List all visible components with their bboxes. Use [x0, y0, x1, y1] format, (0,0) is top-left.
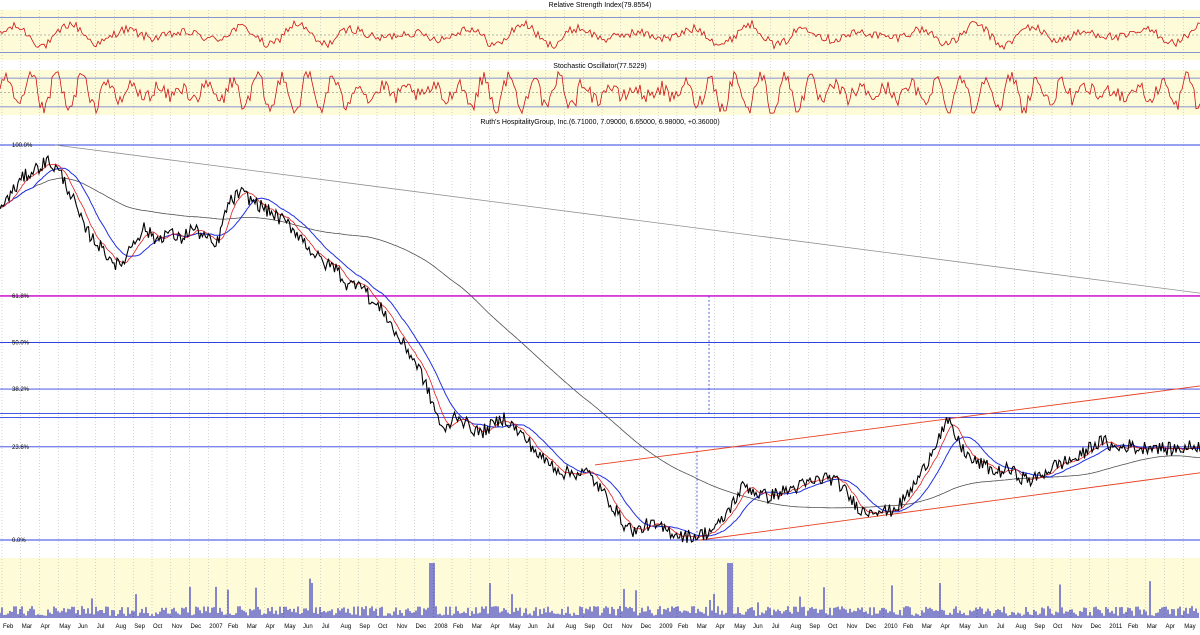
x-tick-label: Feb — [228, 624, 239, 630]
price-title: Ruth's HospitalityGroup, Inc.(6.71000, 7… — [480, 119, 719, 126]
fib-label: 50.0% — [12, 341, 30, 347]
x-tick-label: Feb — [1128, 624, 1139, 630]
x-tick-label: Aug — [566, 624, 577, 630]
x-tick-label: Jul — [97, 624, 105, 630]
x-tick-label: 2010 — [884, 624, 898, 630]
x-tick-label: May — [1184, 624, 1195, 630]
lower-channel-line — [699, 472, 1200, 541]
x-tick-label: Oct — [153, 624, 163, 630]
x-tick-label: 2008 — [434, 624, 448, 630]
x-tick-label: Nov — [1072, 624, 1083, 630]
x-tick-label: Sep — [1034, 624, 1045, 630]
fib-label: 38.2% — [12, 387, 30, 393]
x-tick-label: Sep — [584, 624, 595, 630]
x-tick-label: Mar — [1147, 624, 1157, 630]
x-tick-label: Nov — [847, 624, 858, 630]
x-tick-label: Oct — [378, 624, 388, 630]
x-tick-label: Apr — [716, 624, 725, 630]
x-tick-label: Mar — [22, 624, 32, 630]
x-tick-label: Sep — [134, 624, 145, 630]
x-tick-label: Jun — [753, 624, 763, 630]
volume-layer — [0, 563, 1199, 618]
x-tick-label: Nov — [622, 624, 633, 630]
x-tick-label: Oct — [1053, 624, 1063, 630]
x-tick-label: Jul — [997, 624, 1005, 630]
fib-label: 23.6% — [12, 445, 30, 451]
x-tick-label: Aug — [1016, 624, 1027, 630]
x-tick-label: 2009 — [659, 624, 673, 630]
x-tick-label: Jul — [547, 624, 555, 630]
x-tick-label: Jul — [322, 624, 330, 630]
stochastic-title: Stochastic Oscillator(77.5229) — [553, 63, 646, 70]
fib-label: 0.0% — [12, 538, 26, 544]
fibonacci-layer: 100.0% 61.8% 50.0% 38.2% 23.6% 0.0% — [0, 143, 1200, 544]
x-tick-label: Oct — [828, 624, 838, 630]
x-tick-label: Apr — [1166, 624, 1175, 630]
x-tick-label: Oct — [603, 624, 613, 630]
x-tick-label: Nov — [172, 624, 183, 630]
x-tick-label: Apr — [941, 624, 950, 630]
rsi-layer — [0, 17, 1200, 53]
stochastic-layer — [0, 70, 1200, 115]
x-tick-label: Nov — [397, 624, 408, 630]
long-moving-average — [0, 177, 1200, 509]
x-tick-label: Feb — [903, 624, 914, 630]
fib-label: 100.0% — [12, 143, 33, 149]
x-tick-label: Aug — [791, 624, 802, 630]
x-tick-label: Dec — [416, 624, 427, 630]
axis-layer: Feb Mar Apr May Jun Jul Aug Sep Oct Nov Dec 2007 Feb… — [3, 624, 1196, 630]
x-tick-label: Apr — [41, 624, 50, 630]
long-trend-line — [54, 144, 1200, 294]
x-tick-label: Feb — [678, 624, 689, 630]
x-tick-label: Mar — [922, 624, 932, 630]
grid-layer — [1, 10, 1184, 618]
x-tick-label: Sep — [359, 624, 370, 630]
x-tick-label: Dec — [1091, 624, 1102, 630]
x-tick-label: Dec — [866, 624, 877, 630]
upper-channel-line — [594, 385, 1200, 466]
trendline-layer — [54, 144, 1200, 541]
x-tick-label: Jun — [528, 624, 538, 630]
x-tick-label: Mar — [472, 624, 482, 630]
price-line — [0, 154, 1200, 543]
x-tick-label: Mar — [697, 624, 707, 630]
x-tick-label: Sep — [809, 624, 820, 630]
price-layer — [0, 154, 1200, 543]
x-tick-label: Mar — [247, 624, 257, 630]
x-tick-label: Jun — [303, 624, 313, 630]
rsi-line — [0, 19, 1200, 51]
x-tick-label: Apr — [266, 624, 275, 630]
x-tick-label: 2007 — [209, 624, 223, 630]
x-tick-label: May — [59, 624, 70, 630]
rsi-title: Relative Strength Index(79.8554) — [549, 2, 652, 9]
x-tick-label: Dec — [641, 624, 652, 630]
fib-label: 61.8% — [12, 294, 30, 300]
x-tick-label: Apr — [491, 624, 500, 630]
x-tick-label: May — [284, 624, 295, 630]
stochastic-line — [0, 70, 1200, 115]
volume-panel-bg — [0, 558, 1200, 618]
x-tick-label: Jun — [978, 624, 988, 630]
x-tick-label: 2011 — [1109, 624, 1123, 630]
price-panel-bg — [0, 128, 1200, 558]
mid-moving-average — [0, 167, 1200, 537]
x-tick-label: Aug — [116, 624, 127, 630]
x-tick-label: Jul — [772, 624, 780, 630]
x-tick-label: Feb — [3, 624, 14, 630]
x-tick-label: Jun — [78, 624, 88, 630]
x-tick-label: Aug — [341, 624, 352, 630]
x-tick-label: Feb — [453, 624, 464, 630]
x-tick-label: Dec — [191, 624, 202, 630]
x-tick-label: May — [959, 624, 970, 630]
x-tick-label: May — [509, 624, 520, 630]
x-tick-label: May — [734, 624, 745, 630]
